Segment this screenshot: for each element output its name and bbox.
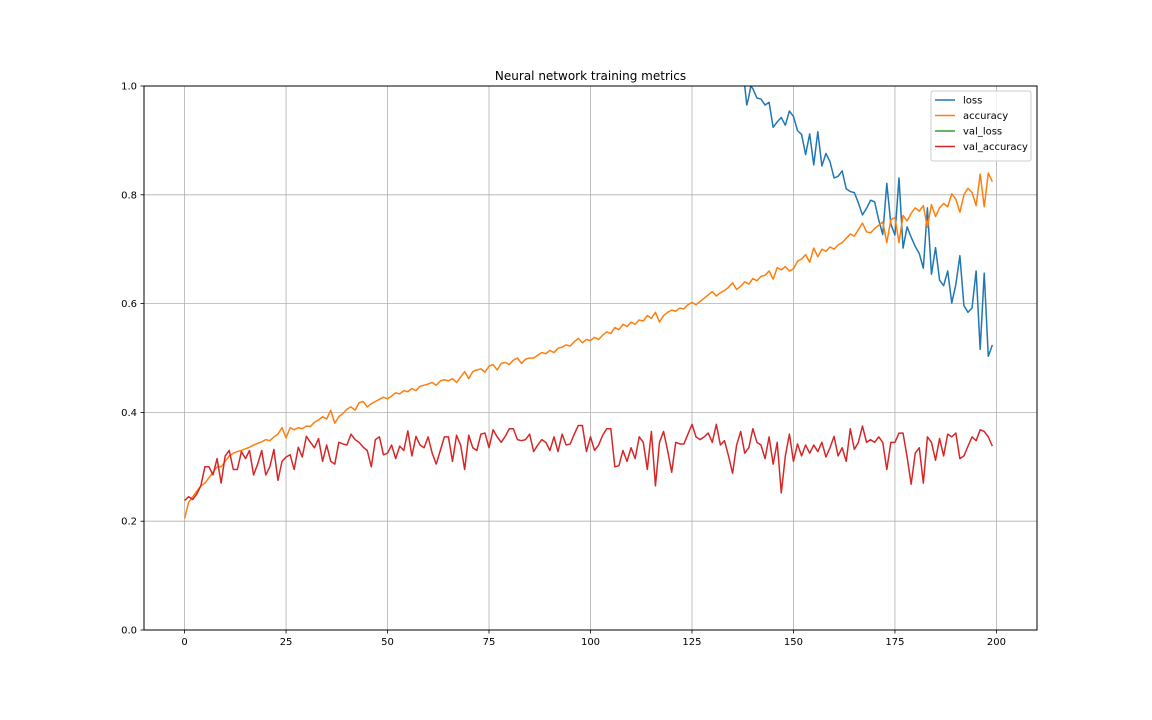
x-tick-label: 125	[682, 637, 701, 648]
x-tick-label: 0	[181, 637, 187, 648]
x-tick-label: 75	[483, 637, 496, 648]
x-tick-label: 25	[280, 637, 293, 648]
x-tick-label: 100	[581, 637, 600, 648]
series-line-accuracy	[183, 172, 994, 519]
legend-box	[930, 90, 1032, 162]
axis-ticks: 0 25 50 75 100 125 150 175 200 0.0 0.2 0.4 0.6 0.8 1.0	[121, 82, 1006, 649]
legend-label-loss: loss	[963, 96, 982, 107]
legend-label-val-accuracy: val_accuracy	[963, 142, 1028, 153]
y-tick-label: 0.2	[121, 517, 137, 528]
x-tick-label: 175	[885, 637, 904, 648]
chart-title: Neural network training metrics	[495, 69, 686, 83]
legend: loss accuracy val_loss val_accuracy	[930, 90, 1032, 162]
x-tick-label: 200	[987, 637, 1006, 648]
y-tick-label: 0.6	[121, 299, 137, 310]
y-tick-label: 0.4	[121, 408, 137, 419]
x-tick-label: 150	[784, 637, 803, 648]
x-tick-label: 50	[381, 637, 394, 648]
legend-label-val-loss: val_loss	[963, 127, 1002, 138]
series-line-val-accuracy	[184, 423, 994, 502]
legend-label-accuracy: accuracy	[963, 111, 1008, 122]
series-lines	[183, 86, 994, 519]
y-tick-label: 0.0	[121, 626, 137, 637]
y-tick-label: 1.0	[121, 82, 137, 93]
y-tick-label: 0.8	[121, 190, 137, 201]
series-line-loss	[744, 86, 994, 358]
